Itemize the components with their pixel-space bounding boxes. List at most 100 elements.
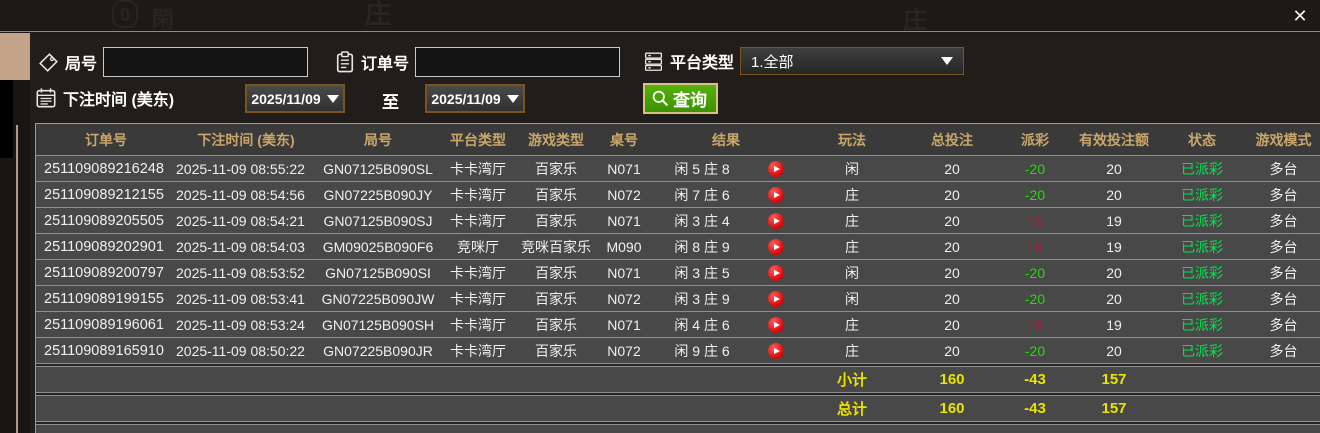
date-to-picker[interactable]: 2025/11/09 [425,84,525,113]
cell-time: 2025-11-09 08:54:21 [176,207,316,233]
order-number-input[interactable] [415,47,621,77]
cell-result: 闲 9 庄 6 [652,337,752,363]
cell-empty [516,366,596,392]
cell-bet_type: 庄 [800,233,904,259]
play-replay-icon[interactable] [768,265,784,282]
col-header-result: 结果 [652,124,800,155]
cell-time: 2025-11-09 08:55:22 [176,155,316,181]
play-replay-icon[interactable] [768,213,784,230]
cell-platform: 卡卡湾厅 [440,259,516,285]
cell-platform: 卡卡湾厅 [440,285,516,311]
cell-mode: 多台 [1246,285,1320,311]
cell-result: 闲 5 庄 8 [652,155,752,181]
cell-replay [752,233,800,259]
cell-game: 百家乐 [516,207,596,233]
cell-order: 251109089205505 [36,207,176,233]
col-header-bet-time: 下注时间 (美东) [176,124,316,155]
round-number-label: 局号 [65,56,98,73]
cell-mode: 多台 [1246,259,1320,285]
platform-type-select[interactable]: 1.全部 [740,47,965,75]
top-bar: 0 閑 庄 庄 ✕ [0,0,1320,34]
cell-bet_type: 庄 [800,337,904,363]
cell-empty [440,395,516,421]
date-from-value: 2025/11/09 [251,90,321,107]
cell-valid_bet: 20 [1070,337,1158,363]
cell-replay [752,207,800,233]
play-replay-icon[interactable] [768,187,784,204]
round-number-input[interactable] [103,47,309,77]
cell-order: 251109089216248 [36,155,176,181]
platform-type-label: 平台类型 [670,55,735,72]
cell-empty [36,424,1320,433]
cell-status: 已派彩 [1158,207,1246,233]
cell-replay [752,285,800,311]
cell-empty [1158,366,1246,392]
cell-order: 251109089165910 [36,337,176,363]
play-replay-icon[interactable] [768,317,784,334]
cell-table_no: N072 [596,285,652,311]
watermark-badge: 0 [112,0,138,28]
cell-platform: 卡卡湾厅 [440,311,516,337]
cell-round: GN07125B090SH [316,311,440,337]
cell-summary-value: 总计 [800,395,904,421]
cell-game: 百家乐 [516,181,596,207]
chevron-down-icon [941,57,954,65]
cell-time: 2025-11-09 08:53:52 [176,259,316,285]
play-replay-icon[interactable] [768,291,784,308]
cell-result: 闲 7 庄 6 [652,181,752,207]
cell-game: 竞咪百家乐 [516,233,596,259]
date-from-picker[interactable]: 2025/11/09 [245,84,345,113]
cell-mode: 多台 [1246,337,1320,363]
cell-order: 251109089200797 [36,259,176,285]
cell-summary-value: 160 [904,395,1000,421]
cell-platform: 卡卡湾厅 [440,207,516,233]
cell-time: 2025-11-09 08:53:24 [176,311,316,337]
cell-mode: 多台 [1246,233,1320,259]
cell-payout: 19 [1000,233,1070,259]
cell-platform: 卡卡湾厅 [440,181,516,207]
cell-time: 2025-11-09 08:53:41 [176,285,316,311]
cell-summary-value: 157 [1070,366,1158,392]
cell-total_bet: 20 [904,311,1000,337]
cell-replay [752,155,800,181]
cell-result: 闲 3 庄 4 [652,207,752,233]
order-number-label: 订单号 [361,56,410,73]
watermark-glyph: 庄 [365,0,392,29]
cell-result: 闲 3 庄 9 [652,285,752,311]
cell-order: 251109089202901 [36,233,176,259]
close-icon[interactable]: ✕ [1292,6,1308,26]
cell-valid_bet: 20 [1070,285,1158,311]
cell-status: 已派彩 [1158,311,1246,337]
cell-table_no: N071 [596,311,652,337]
cell-time: 2025-11-09 08:54:56 [176,181,316,207]
col-header-table-no: 桌号 [596,124,652,155]
cell-empty [1246,366,1320,392]
cell-payout: -20 [1000,259,1070,285]
cell-replay [752,311,800,337]
cell-table_no: N071 [596,259,652,285]
cell-round: GN07225B090JR [316,337,440,363]
play-replay-icon[interactable] [768,343,784,360]
chevron-down-icon [326,94,339,103]
search-button[interactable]: 查询 [643,83,718,114]
cell-result: 闲 3 庄 5 [652,259,752,285]
cell-result: 闲 4 庄 6 [652,311,752,337]
cell-valid_bet: 19 [1070,233,1158,259]
cell-game: 百家乐 [516,311,596,337]
col-header-bet-type: 玩法 [800,124,904,155]
play-replay-icon[interactable] [768,161,784,178]
row-separator [36,421,1320,424]
cell-round: GN07125B090SI [316,259,440,285]
table-row: 251109089216248 2025-11-09 08:55:22 GN0712… [36,155,1320,181]
cell-empty [1158,395,1246,421]
chevron-down-icon [506,94,519,103]
cell-bet_type: 庄 [800,181,904,207]
bet-history-table-container: 订单号 下注时间 (美东) 局号 平台类型 游戏类型 桌号 结果 玩法 总投注 … [35,123,1320,433]
play-replay-icon[interactable] [768,239,784,256]
grand-total-row: 总计 160 -43 157 [36,395,1320,421]
cell-status: 已派彩 [1158,181,1246,207]
table-row: 251109089196061 2025-11-09 08:53:24 GN0712… [36,311,1320,337]
table-row: 251109089199155 2025-11-09 08:53:41 GN0722… [36,285,1320,311]
cell-round: GN07225B090JY [316,181,440,207]
cell-empty [652,395,752,421]
